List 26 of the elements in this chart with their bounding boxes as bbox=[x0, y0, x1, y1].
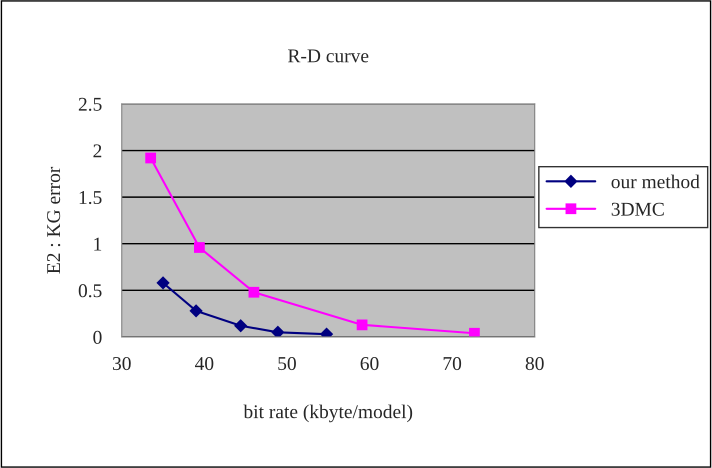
legend-label: 3DMC bbox=[612, 202, 664, 216]
y-tick-label: 2.5 bbox=[78, 98, 102, 111]
chart-title: R-D curve bbox=[288, 49, 368, 62]
legend-label: our method bbox=[612, 174, 700, 188]
x-tick-label: 30 bbox=[112, 356, 131, 370]
point bbox=[356, 319, 368, 330]
x-tick-label: 60 bbox=[360, 356, 379, 370]
point bbox=[145, 152, 156, 164]
point bbox=[248, 286, 260, 298]
y-tick-label: 0.5 bbox=[78, 284, 102, 298]
x-axis-title: bit rate (kbyte/model) bbox=[243, 404, 412, 422]
point bbox=[271, 326, 284, 337]
x-tick-label: 50 bbox=[278, 356, 296, 370]
point bbox=[469, 328, 480, 337]
point bbox=[156, 276, 170, 290]
y-tick-label: 0 bbox=[93, 330, 102, 344]
y-tick-label: 1.5 bbox=[80, 191, 102, 204]
x-tick-label: 40 bbox=[195, 356, 214, 370]
point bbox=[190, 304, 202, 318]
x-tick-label: 80 bbox=[526, 356, 544, 370]
y-axis-title: E2 : KG error bbox=[47, 166, 60, 274]
x-tick-label: 70 bbox=[444, 356, 462, 370]
y-tick-label: 2 bbox=[93, 144, 102, 158]
point bbox=[194, 242, 205, 253]
y-tick-label: 1 bbox=[94, 238, 102, 250]
point bbox=[234, 319, 248, 332]
